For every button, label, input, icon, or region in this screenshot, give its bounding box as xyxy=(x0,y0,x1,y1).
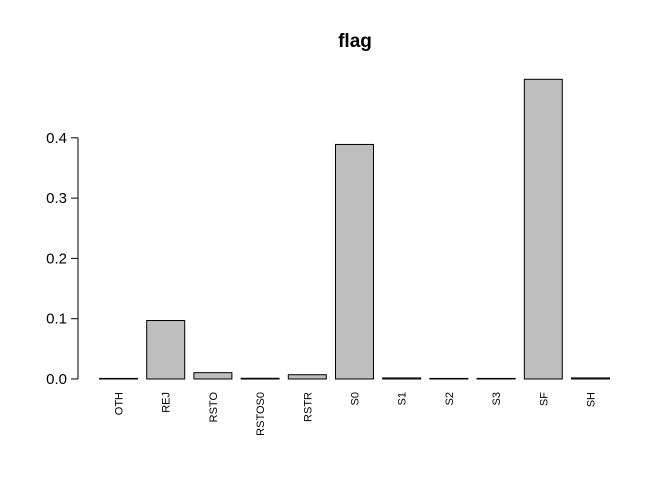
x-tick-label: RSTO xyxy=(208,392,220,423)
bar-rstr xyxy=(287,374,327,380)
bar-oth xyxy=(99,377,138,380)
y-tick-label: 0.4 xyxy=(46,130,67,147)
y-tick-label: 0.1 xyxy=(46,311,67,328)
bar-rej xyxy=(146,320,186,380)
x-tick-label: REJ xyxy=(161,392,173,413)
bar-sf xyxy=(523,78,563,380)
x-tick-label: RSTOS0 xyxy=(255,392,267,436)
x-tick-label: SF xyxy=(538,392,550,406)
x-tick-label: S2 xyxy=(444,392,456,405)
bar-s1 xyxy=(382,377,422,380)
x-tick-label: RSTR xyxy=(302,392,314,422)
x-tick-labels: OTH REJ RSTO RSTOS0 RSTR S0 S1 S2 S3 SF SH xyxy=(114,392,598,436)
y-tick-label: 0.2 xyxy=(46,250,67,267)
bar-s3 xyxy=(476,377,516,380)
x-tick-label: S3 xyxy=(491,392,503,405)
y-tick-label: 0.3 xyxy=(46,190,67,207)
x-tick-label: S1 xyxy=(397,392,409,405)
bar-s2 xyxy=(429,377,469,380)
bar-s0 xyxy=(335,143,374,380)
x-tick-label: S0 xyxy=(350,392,362,405)
chart-title: flag xyxy=(338,31,372,52)
bar-rstos0 xyxy=(240,377,280,380)
bars-group xyxy=(99,78,610,380)
y-axis: 0.0 0.1 0.2 0.3 0.4 xyxy=(46,130,79,388)
bar-rsto xyxy=(193,372,233,380)
bar-sh xyxy=(571,377,610,380)
x-tick-label: OTH xyxy=(114,392,126,415)
y-tick-label: 0.0 xyxy=(46,371,67,388)
x-tick-label: SH xyxy=(586,392,598,407)
